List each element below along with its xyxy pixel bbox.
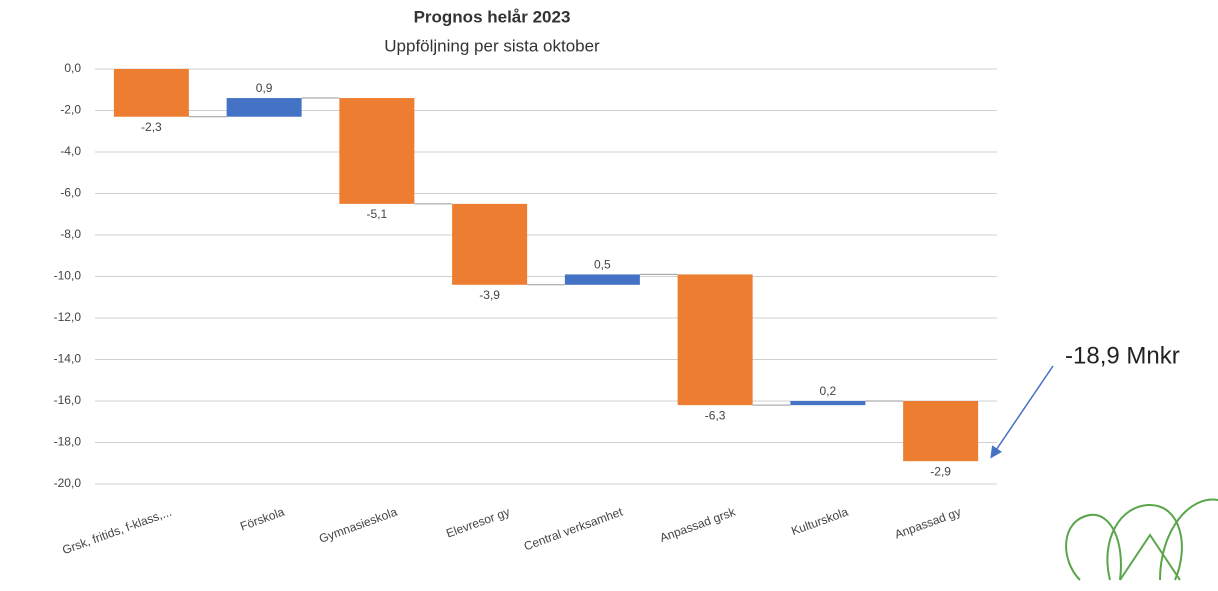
- bar: [790, 401, 866, 406]
- value-label: -5,1: [367, 207, 388, 221]
- chart-title: Prognos helår 2023: [414, 7, 571, 26]
- annotation-arrow: [990, 365, 1054, 459]
- value-label: 0,5: [594, 258, 611, 272]
- value-label: -6,3: [705, 408, 726, 422]
- x-tick-label: Förskola: [238, 505, 286, 534]
- y-tick-label: -14,0: [54, 352, 82, 366]
- x-tick-label: Central verksamhet: [522, 504, 625, 553]
- value-label: 0,9: [256, 81, 273, 95]
- y-tick-label: -4,0: [60, 144, 81, 158]
- x-tick-label: Grsk, fritids, f-klass,...: [60, 505, 173, 558]
- y-tick-label: 0,0: [64, 61, 81, 75]
- bar: [677, 274, 753, 406]
- bar: [226, 98, 302, 117]
- bar: [113, 69, 189, 117]
- y-tick-label: -8,0: [60, 227, 81, 241]
- value-label: -2,3: [141, 120, 162, 134]
- annotation: -18,9 Mnkr: [1065, 342, 1180, 369]
- y-tick-label: -16,0: [54, 393, 82, 407]
- x-tick-label: Elevresor gy: [444, 505, 511, 541]
- x-tick-label: Anpassad grsk: [658, 504, 738, 545]
- logo: [1065, 498, 1218, 581]
- chart-subtitle: Uppföljning per sista oktober: [384, 36, 600, 55]
- y-tick-label: -20,0: [54, 476, 82, 490]
- y-tick-label: -18,0: [54, 435, 82, 449]
- y-tick-label: -12,0: [54, 310, 82, 324]
- x-tick-label: Anpassad gy: [893, 505, 963, 542]
- y-tick-label: -10,0: [54, 269, 82, 283]
- y-tick-label: -6,0: [60, 186, 81, 200]
- value-label: -2,9: [930, 464, 951, 478]
- bar: [903, 401, 979, 462]
- value-label: 0,2: [820, 384, 837, 398]
- bar: [564, 274, 640, 285]
- value-label: -3,9: [479, 288, 500, 302]
- x-tick-label: Gymnasieskola: [317, 505, 399, 546]
- bar: [339, 98, 415, 204]
- bar: [452, 203, 528, 285]
- y-tick-label: -2,0: [60, 103, 81, 117]
- x-tick-label: Kulturskola: [789, 505, 850, 539]
